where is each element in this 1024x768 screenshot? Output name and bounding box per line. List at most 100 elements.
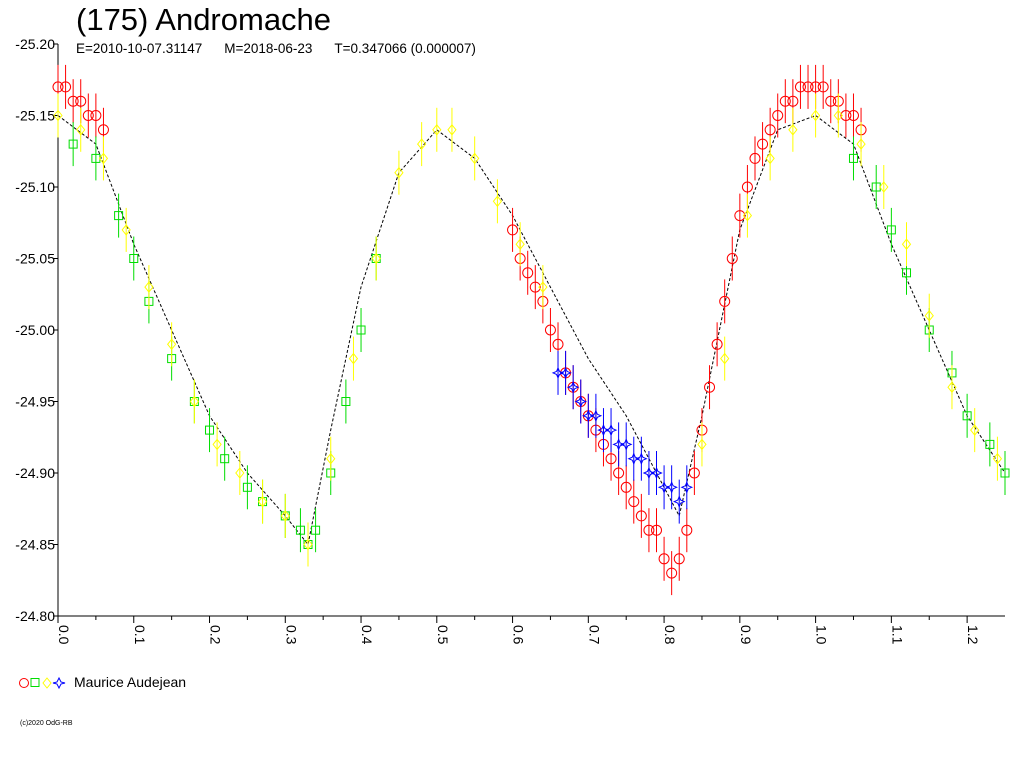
data-point <box>704 381 716 393</box>
data-point <box>129 254 139 263</box>
data-point <box>711 338 723 350</box>
data-point <box>53 109 63 122</box>
data-point <box>75 95 87 107</box>
data-point <box>235 467 245 479</box>
data-point <box>657 481 671 494</box>
legend-marker-icons <box>18 675 68 689</box>
x-tick-label: 0.5 <box>435 625 451 645</box>
data-point <box>651 524 663 536</box>
data-point <box>492 195 503 208</box>
data-point <box>642 466 656 480</box>
data-point <box>802 81 814 93</box>
data-point <box>665 481 678 494</box>
data-point <box>970 424 980 436</box>
period-label: T=0.347066 (0.000007) <box>334 41 476 56</box>
data-point <box>295 525 305 535</box>
y-tick-label: -25.00 <box>15 322 55 338</box>
data-point <box>749 152 761 164</box>
data-point <box>673 553 685 565</box>
data-point <box>734 210 746 222</box>
data-point <box>220 454 230 464</box>
model-curve <box>57 114 1006 546</box>
data-point <box>522 267 534 279</box>
data-point <box>628 496 640 508</box>
data-point <box>76 123 86 136</box>
data-point <box>658 553 670 565</box>
x-tick-label: 0.9 <box>738 625 754 645</box>
data-point <box>856 138 866 150</box>
data-point <box>879 181 889 193</box>
data-point <box>326 452 336 465</box>
data-point <box>726 253 738 264</box>
y-tick-label: -24.90 <box>15 465 55 481</box>
x-tick-label: 0.2 <box>208 625 224 645</box>
data-point <box>680 481 694 494</box>
data-point <box>620 481 632 493</box>
data-point <box>741 181 753 193</box>
data-point <box>538 281 548 293</box>
x-tick-label: 0.4 <box>359 625 375 645</box>
data-point <box>559 366 572 380</box>
data-point <box>613 467 625 479</box>
x-tick-label: 0.3 <box>283 625 299 645</box>
data-point <box>212 438 222 451</box>
data-point <box>551 366 565 380</box>
data-point <box>544 324 556 336</box>
data-point <box>719 295 731 307</box>
data-point <box>742 209 753 222</box>
data-point <box>886 225 896 235</box>
data-point <box>417 138 427 150</box>
data-point <box>257 495 268 508</box>
data-point <box>635 510 647 522</box>
y-tick-label: -25.10 <box>15 179 55 195</box>
data-point <box>985 439 995 449</box>
x-tick-label: 0.8 <box>662 625 678 645</box>
legend-observer-label: Maurice Audejean <box>74 674 187 690</box>
data-point <box>371 252 381 265</box>
y-tick-label: -24.95 <box>15 394 55 410</box>
data-point <box>552 338 564 350</box>
data-point <box>924 309 934 322</box>
data-point <box>847 110 859 121</box>
data-point <box>1000 468 1010 478</box>
data-point <box>348 352 359 365</box>
data-point <box>166 338 177 351</box>
data-point <box>82 110 94 121</box>
y-tick-label: -25.05 <box>15 251 55 267</box>
data-point <box>432 123 442 136</box>
data-point <box>114 211 124 221</box>
data-point <box>810 109 821 122</box>
data-point <box>666 567 678 579</box>
data-point <box>67 95 79 107</box>
data-point <box>627 452 641 465</box>
data-point <box>650 466 663 480</box>
data-point <box>515 238 525 251</box>
data-point <box>779 95 791 107</box>
data-point <box>764 124 776 136</box>
data-point <box>574 395 588 408</box>
data-point <box>681 524 693 536</box>
data-point <box>90 110 102 121</box>
data-point <box>205 425 215 435</box>
chart-subtitle: E=2010-10-07.31147 M=2018-06-23 T=0.347066… <box>76 41 498 56</box>
data-point <box>902 268 912 278</box>
x-tick-label: 0.1 <box>132 625 148 645</box>
data-point <box>470 152 480 165</box>
copyright-note: (c)2020 OdG-RB <box>20 720 73 727</box>
data-point <box>848 153 858 163</box>
data-point <box>635 452 648 465</box>
data-point <box>787 95 799 107</box>
data-point <box>507 224 519 236</box>
x-tick-label: 1.2 <box>965 625 981 645</box>
data-point <box>242 482 252 492</box>
x-tick-label: 1.1 <box>889 625 905 645</box>
data-point <box>582 409 595 423</box>
data-point <box>144 281 154 293</box>
data-point <box>98 152 109 165</box>
data-point <box>765 152 775 165</box>
data-point <box>121 224 131 236</box>
data-point <box>447 123 457 136</box>
data-point <box>60 81 72 93</box>
y-tick-label: -25.20 <box>15 36 55 52</box>
